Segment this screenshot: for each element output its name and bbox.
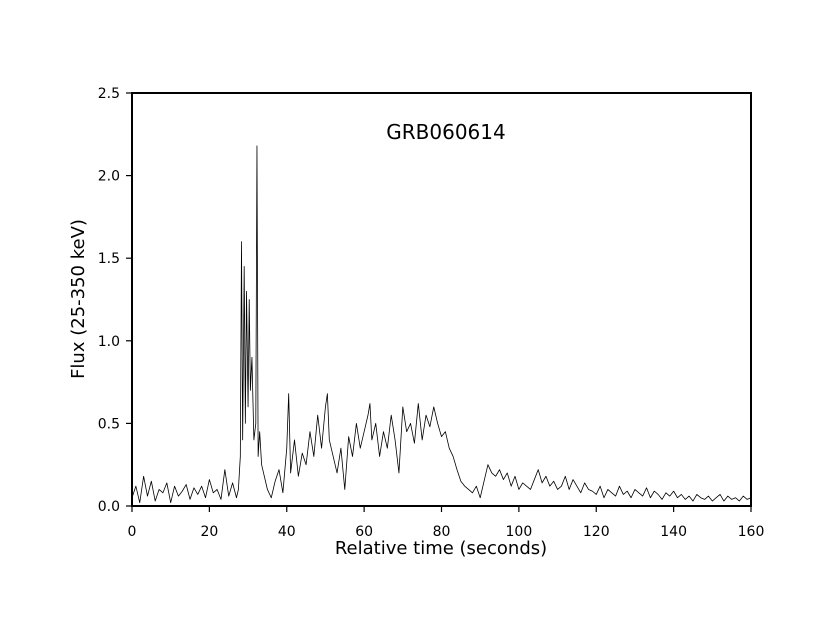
y-tick-label: 1.0: [98, 334, 120, 350]
y-tick-label: 2.0: [98, 169, 120, 185]
x-axis: 0 20 40 60 80 100 120 140 160: [128, 506, 765, 540]
x-tick-label: 120: [583, 524, 610, 540]
y-tick-label: 0.5: [98, 416, 120, 432]
plot-content: [131, 145, 752, 504]
y-tick-label: 0.0: [98, 499, 120, 515]
x-tick-label: 40: [278, 524, 296, 540]
y-axis: 0.0 0.5 1.0 1.5 2.0 2.5: [98, 86, 132, 515]
x-tick-label: 0: [128, 524, 137, 540]
x-tick-label: 100: [506, 524, 533, 540]
plot-frame: [131, 92, 752, 507]
flux-series-line-0: [131, 145, 752, 504]
y-tick-label: 1.5: [98, 251, 120, 267]
x-tick-label: 20: [200, 524, 218, 540]
x-tick-label: 60: [355, 524, 373, 540]
x-axis-label: Relative time (seconds): [335, 538, 547, 559]
x-tick-label: 140: [660, 524, 687, 540]
chart-title: GRB060614: [386, 120, 505, 144]
x-tick-label: 80: [433, 524, 451, 540]
y-axis-label: Flux (25-350 keV): [68, 219, 89, 379]
y-tick-label: 2.5: [98, 86, 120, 102]
x-tick-label: 160: [738, 524, 765, 540]
